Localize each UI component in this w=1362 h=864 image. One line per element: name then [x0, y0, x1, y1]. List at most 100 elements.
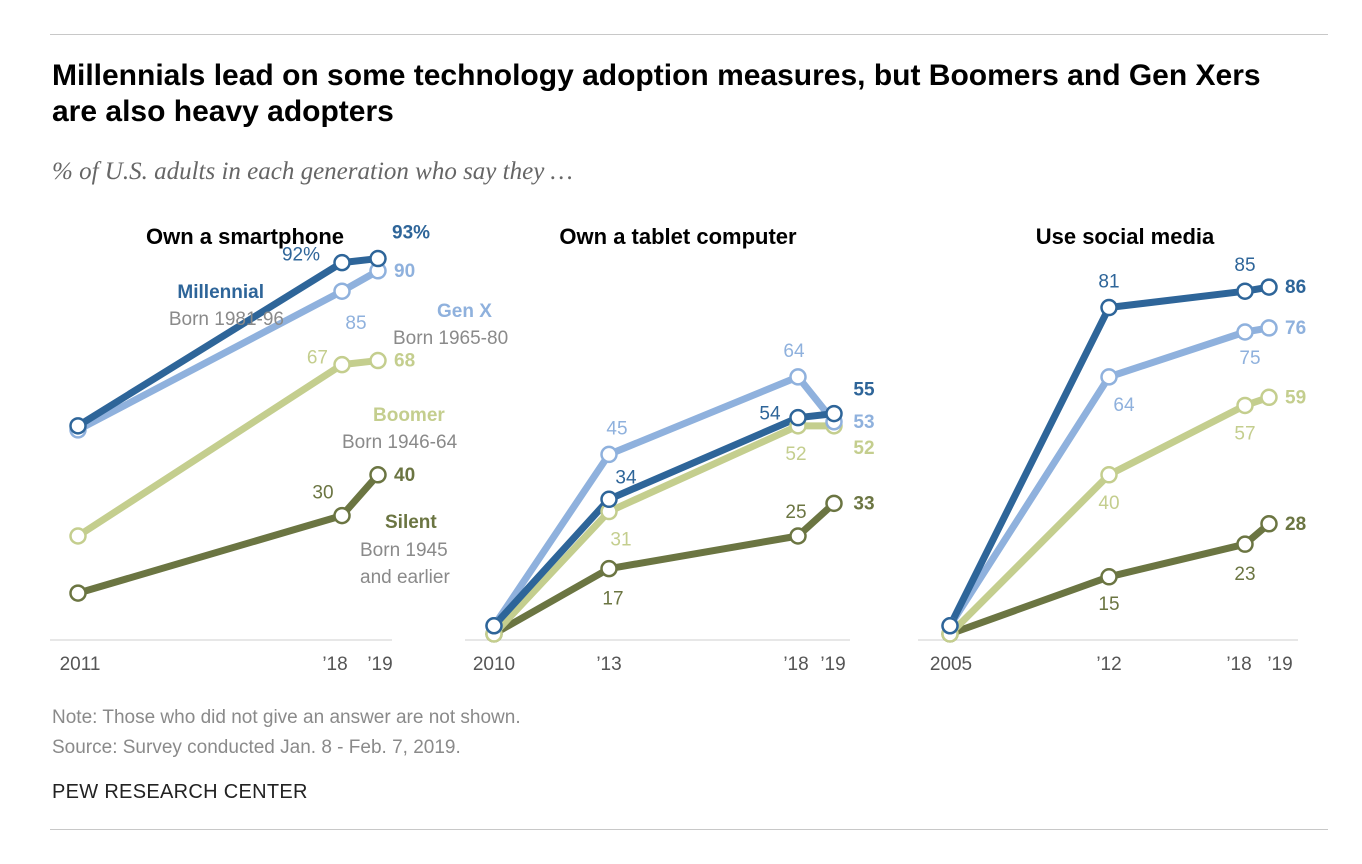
data-label-millennial: 54: [759, 404, 781, 425]
note-text: Note: Those who did not give an answer a…: [52, 707, 521, 728]
legend-millennial-name: Millennial: [177, 282, 264, 303]
data-label-boomer: 68: [394, 351, 415, 372]
point-millennial: [600, 490, 618, 509]
x-tick-label: ’19: [367, 654, 392, 675]
legend-silent-born-1: Born 1945: [360, 540, 448, 561]
point-millennial: [485, 617, 503, 635]
point-millennial: [69, 417, 87, 435]
point-genx: [789, 368, 807, 386]
data-label-genx: 76: [1285, 318, 1306, 339]
point-silent: [1100, 568, 1118, 586]
top-rule: [50, 34, 1328, 35]
series-line-boomer: [946, 393, 1273, 638]
data-label-boomer: 40: [1098, 493, 1119, 514]
series-line-genx: [946, 324, 1273, 630]
series-line-silent: [490, 499, 838, 638]
legend-boomer-name: Boomer: [373, 405, 445, 426]
data-label-boomer: 31: [610, 530, 631, 551]
data-label-genx: 85: [345, 313, 366, 334]
data-label-silent: 30: [312, 483, 333, 504]
data-label-boomer: 52: [853, 438, 874, 459]
legend-silent-born-2: and earlier: [360, 567, 450, 588]
point-millennial: [825, 404, 843, 423]
point-millennial: [789, 408, 807, 427]
data-label-silent: 23: [1234, 564, 1255, 585]
x-tick-label: ’12: [1096, 654, 1121, 675]
x-tick-label: 2005: [930, 654, 972, 675]
panel-title: Use social media: [1036, 224, 1215, 249]
point-genx: [333, 282, 351, 300]
point-silent: [69, 584, 87, 602]
point-boomer: [369, 351, 387, 370]
series-line-boomer: [490, 422, 838, 638]
source-text: Source: Survey conducted Jan. 8 - Feb. 7…: [52, 737, 461, 758]
data-label-genx: 75: [1239, 348, 1260, 369]
point-silent: [333, 506, 351, 525]
x-tick-label: ’19: [820, 654, 845, 675]
x-tick-label: 2010: [473, 654, 515, 675]
point-genx: [600, 445, 618, 464]
data-label-genx: 64: [1113, 395, 1135, 416]
chart-panel-2: Own a tablet computer 2010 ’13 ’18 ’19 17 25 33…: [465, 224, 875, 675]
data-label-silent: 17: [602, 589, 623, 610]
data-label-boomer: 57: [1234, 423, 1255, 444]
data-label-millennial: 55: [853, 380, 875, 401]
data-label-genx: 90: [394, 261, 415, 282]
point-genx: [1260, 319, 1278, 337]
point-millennial: [333, 253, 351, 272]
data-label-millennial: 92%: [282, 245, 320, 266]
chart-panel-3: Use social media 2005 ’12 ’18 ’19 15 23 28 40 57 5…: [918, 224, 1306, 675]
legend-silent-name: Silent: [385, 512, 437, 533]
point-millennial: [1260, 278, 1278, 296]
legend-genx-name: Gen X: [437, 301, 492, 322]
series-line-millennial: [946, 283, 1273, 630]
x-tick-label: ’18: [1226, 654, 1251, 675]
data-label-millennial: 34: [615, 467, 637, 488]
data-label-millennial: 85: [1234, 255, 1255, 276]
point-silent: [789, 527, 807, 545]
data-label-millennial: 86: [1285, 277, 1306, 298]
point-silent: [1260, 515, 1278, 533]
series-line-genx: [490, 373, 838, 630]
point-silent: [600, 559, 618, 578]
x-tick-label: ’18: [783, 654, 808, 675]
point-silent: [825, 494, 843, 513]
bottom-rule: [50, 829, 1328, 830]
series-line-boomer: [74, 357, 382, 540]
series-line-silent: [946, 520, 1273, 638]
charts-area: Own a smartphone 2011 ’18 ’19 30 40 67 68 85 90 92…: [50, 223, 1306, 675]
data-label-boomer: 67: [307, 348, 328, 369]
point-boomer: [1100, 466, 1118, 484]
brand-name: PEW RESEARCH CENTER: [52, 781, 308, 803]
data-label-silent: 33: [853, 493, 874, 514]
point-millennial: [941, 617, 959, 635]
data-label-genx: 64: [783, 341, 805, 362]
panel-title: Own a smartphone: [146, 224, 344, 249]
data-label-genx: 45: [606, 418, 627, 439]
data-label-millennial: 93%: [392, 223, 430, 244]
data-label-silent: 28: [1285, 514, 1306, 535]
x-tick-label: ’13: [596, 654, 621, 675]
point-genx: [1100, 368, 1118, 386]
legend-genx-born: Born 1965-80: [393, 328, 508, 349]
data-label-boomer: 59: [1285, 387, 1306, 408]
x-tick-label: ’18: [322, 654, 347, 675]
data-label-genx: 53: [853, 412, 874, 433]
point-millennial: [1100, 298, 1118, 317]
point-genx: [1236, 323, 1254, 341]
point-boomer: [1260, 388, 1278, 407]
point-silent: [1236, 535, 1254, 553]
chart-subtitle: % of U.S. adults in each generation who …: [52, 158, 573, 185]
x-tick-label: ’19: [1267, 654, 1292, 675]
point-boomer: [69, 527, 87, 545]
data-label-millennial: 81: [1098, 272, 1119, 293]
panel-title: Own a tablet computer: [559, 224, 797, 249]
data-label-silent: 40: [394, 465, 415, 486]
chart-panel-1: Own a smartphone 2011 ’18 ’19 30 40 67 68 85 90 92…: [50, 223, 508, 675]
point-millennial: [1236, 282, 1254, 300]
legend-millennial-born: Born 1981-96: [169, 309, 284, 330]
point-boomer: [333, 355, 351, 374]
chart-title: Millennials lead on some technology adop…: [52, 59, 1261, 128]
legend-boomer-born: Born 1946-64: [342, 432, 458, 453]
point-boomer: [1236, 396, 1254, 415]
